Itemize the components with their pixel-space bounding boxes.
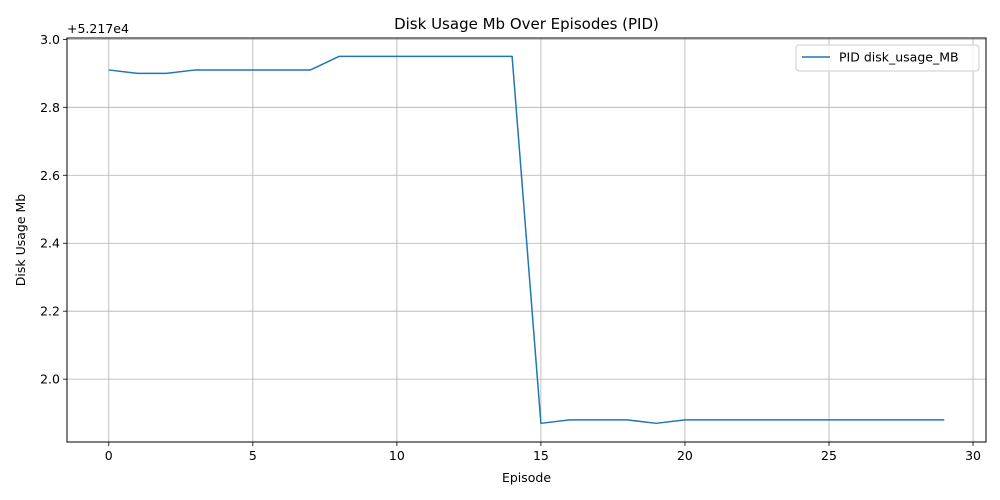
y-tick-label: 2.0: [40, 372, 60, 387]
x-tick-label: 20: [677, 448, 693, 463]
x-axis-label: Episode: [502, 470, 551, 485]
y-tick-label: 2.8: [40, 100, 60, 115]
legend-label: PID disk_usage_MB: [839, 50, 959, 65]
x-tick-label: 15: [533, 448, 549, 463]
x-tick-label: 0: [105, 448, 113, 463]
x-tick-label: 10: [389, 448, 405, 463]
chart-title: Disk Usage Mb Over Episodes (PID): [394, 15, 659, 33]
x-tick-label: 5: [249, 448, 257, 463]
y-tick-label: 2.6: [40, 168, 60, 183]
y-axis-label: Disk Usage Mb: [13, 194, 28, 287]
y-tick-label: 3.0: [40, 32, 60, 47]
x-tick-label: 25: [821, 448, 837, 463]
y-tick-label: 2.2: [40, 304, 60, 319]
legend: PID disk_usage_MB: [795, 44, 980, 72]
x-tick-label: 30: [965, 448, 981, 463]
y-tick-label: 2.4: [40, 236, 60, 251]
grid: [67, 38, 986, 442]
plot-frame: [66, 37, 987, 443]
legend-box: [795, 44, 980, 72]
series-line: [108, 55, 945, 425]
series-layer: [108, 55, 945, 425]
y-axis-ticks: 2.0 2.2 2.4 2.6 2.8 3.0: [40, 32, 67, 387]
y-axis-offset-label: +5.217e4: [67, 21, 129, 36]
x-axis-ticks: 0 5 10 15 20 25 30: [105, 442, 981, 463]
